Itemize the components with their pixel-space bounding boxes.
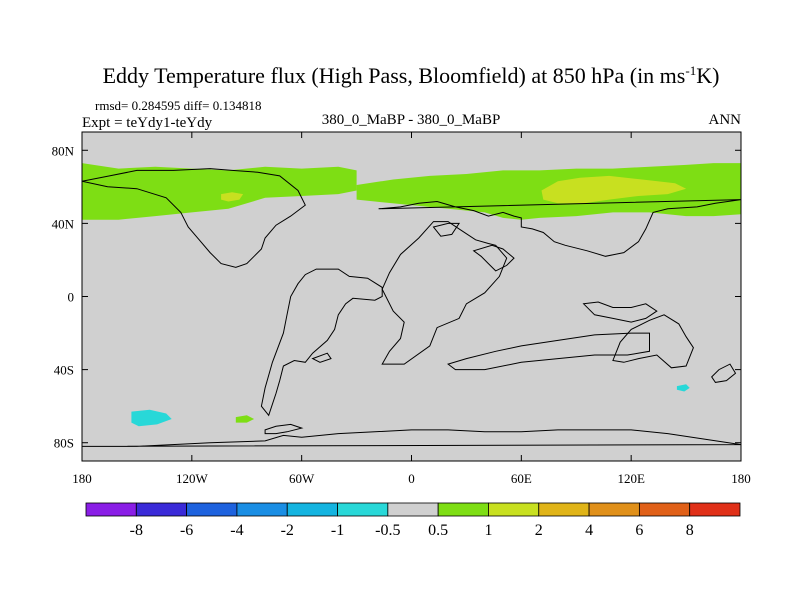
y-tick-label: 80N bbox=[52, 143, 75, 158]
colorbar-label: 8 bbox=[686, 522, 694, 539]
coastline-arctic-island-outline bbox=[432, 222, 461, 237]
y-tick-label: 40N bbox=[52, 216, 75, 231]
contour-regions bbox=[82, 163, 741, 427]
coastline-arabia-outline bbox=[472, 244, 515, 272]
colorbar: -8 -6 -4 -2 -1 -0.5 0.5 1 2 4 6 8 bbox=[85, 502, 741, 539]
coastline-pacific-shelf-outline bbox=[311, 352, 332, 363]
x-tick-label: 120E bbox=[617, 471, 645, 486]
case-label: 380_0_MaBP - 380_0_MaBP bbox=[322, 112, 501, 128]
colorbar-swatch bbox=[85, 502, 137, 517]
y-tick-label: 0 bbox=[68, 290, 75, 305]
coastline-indonesian-archipelago-outline bbox=[582, 301, 658, 323]
coastline-australia-outline bbox=[612, 314, 694, 369]
colorbar-label: -1 bbox=[331, 522, 344, 539]
coastline-south-america-outline bbox=[260, 268, 383, 417]
colorbar-label: 4 bbox=[585, 522, 593, 539]
colorbar-swatch bbox=[186, 502, 238, 517]
colorbar-label: 1 bbox=[484, 522, 492, 539]
colorbar-swatch bbox=[135, 502, 188, 517]
x-tick-label: 60E bbox=[511, 471, 532, 486]
colorbar-swatch bbox=[236, 502, 288, 517]
colorbar-swatch bbox=[638, 502, 691, 517]
colorbar-swatch bbox=[286, 502, 338, 517]
season-label: ANN bbox=[709, 112, 742, 128]
colorbar-swatch bbox=[488, 502, 540, 517]
x-axis: 180 120W 60W 0 60E 120E 180 bbox=[72, 132, 751, 486]
region-sh-cyan-patch-east bbox=[676, 384, 690, 392]
colorbar-swatch bbox=[538, 502, 590, 517]
y-tick-label: 40S bbox=[54, 363, 74, 378]
colorbar-label: -4 bbox=[230, 522, 243, 539]
colorbar-swatch bbox=[437, 502, 489, 517]
colorbar-label: -8 bbox=[130, 522, 143, 539]
x-tick-label: 120W bbox=[176, 471, 209, 486]
coastline-antarctica-coast bbox=[82, 429, 741, 447]
expt-label: Expt = teYdy1-teYdy bbox=[82, 115, 213, 131]
colorbar-swatch bbox=[387, 502, 439, 517]
x-tick-label: 180 bbox=[731, 471, 751, 486]
coastline-new-zealand-outline bbox=[711, 363, 737, 383]
colorbar-label: 0.5 bbox=[428, 522, 448, 539]
coastline-north-america-outline bbox=[82, 168, 306, 268]
colorbar-label: 2 bbox=[535, 522, 543, 539]
colorbar-swatch bbox=[337, 502, 389, 517]
colorbar-swatch bbox=[588, 502, 640, 517]
y-tick-label: 80S bbox=[54, 436, 74, 451]
colorbar-label: -6 bbox=[180, 522, 193, 539]
x-tick-label: 60W bbox=[289, 471, 315, 486]
coastline-antarctic-peninsula-outline bbox=[264, 423, 304, 435]
colorbar-swatch bbox=[689, 502, 741, 517]
region-sh-cyan-patch-west bbox=[131, 409, 172, 427]
region-nh-yellow-patch-east bbox=[541, 175, 687, 204]
coastline-eurasia-outline bbox=[378, 199, 741, 257]
x-tick-label: 180 bbox=[72, 471, 92, 486]
stats-label: rmsd= 0.284595 diff= 0.134818 bbox=[95, 98, 261, 113]
colorbar-label: 6 bbox=[635, 522, 643, 539]
coastline-southern-ocean-ridge-outline bbox=[447, 332, 650, 371]
region-sh-green-patch bbox=[235, 415, 255, 423]
region-nh-yellow-patch-west bbox=[221, 192, 244, 202]
coastlines bbox=[82, 168, 741, 447]
y-axis: 80N 40N 0 40S 80S bbox=[52, 143, 741, 451]
region-nh-green-band-west bbox=[82, 163, 357, 220]
colorbar-label: -2 bbox=[281, 522, 294, 539]
x-tick-label: 0 bbox=[408, 471, 415, 486]
chart-title: Eddy Temperature flux (High Pass, Bloomf… bbox=[103, 63, 720, 88]
coastline-africa-outline bbox=[381, 221, 508, 365]
colorbar-label: -0.5 bbox=[375, 522, 400, 539]
